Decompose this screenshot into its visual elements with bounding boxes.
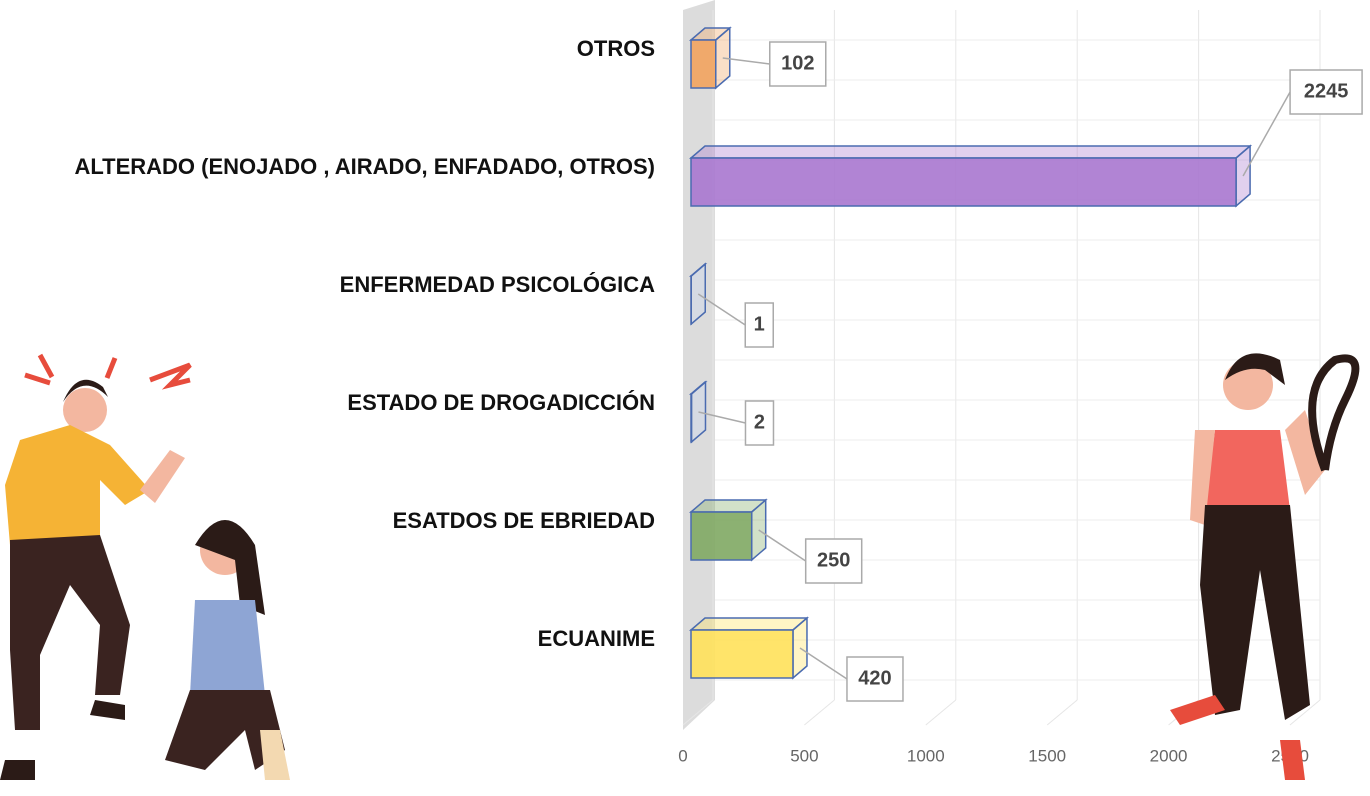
floor-line [1046,699,1078,726]
value-label: 2 [754,411,765,433]
leader-line [698,411,746,424]
bar-top [688,617,810,631]
bar [690,511,753,561]
bar [690,39,717,89]
leader-line [758,529,807,562]
value-label: 2245 [1304,80,1349,102]
value-label-box [1289,69,1363,115]
x-tick-label: 2000 [1150,746,1188,765]
value-label: 250 [817,549,850,571]
x-tick-label: 1000 [907,746,945,765]
leader-line [697,293,746,326]
leader-line [1242,91,1291,177]
bar [690,157,1237,207]
value-label-box [804,538,863,584]
floor-line [804,699,835,726]
floor-line [1289,699,1321,726]
category-label: OTROS [577,36,655,61]
value-label-box [744,400,775,446]
bars: OTROS 102 ALTERADO (ENOJADO , AIRADO, ENFA… [74,26,1363,702]
x-tick-label: 1500 [1028,746,1066,765]
illustration-couple [0,353,290,780]
value-label: 1 [754,313,765,335]
bar-top [688,145,1253,159]
category-label: ESTADO DE DROGADICCIÓN [347,390,655,415]
category-label: ENFERMEDAD PSICOLÓGICA [340,272,655,297]
category-label: ALTERADO (ENOJADO , AIRADO, ENFADADO, OT… [74,154,655,179]
bar [690,629,794,679]
value-label: 420 [858,667,891,689]
leader-line [722,57,770,65]
value-label-box [744,302,774,348]
category-label: ESATDOS DE EBRIEDAD [393,508,655,533]
category-label: ECUANIME [538,626,655,651]
leader-line [799,647,848,680]
value-label-box [846,656,904,702]
value-label: 102 [781,52,814,74]
value-label-box [769,41,827,87]
floor-line [682,699,714,726]
grid: 05001000150020002500 [678,10,1321,765]
x-tick-label: 0 [678,746,687,765]
x-tick-label: 500 [790,746,818,765]
floor-line [925,699,957,726]
illustration-woman [1170,353,1360,780]
